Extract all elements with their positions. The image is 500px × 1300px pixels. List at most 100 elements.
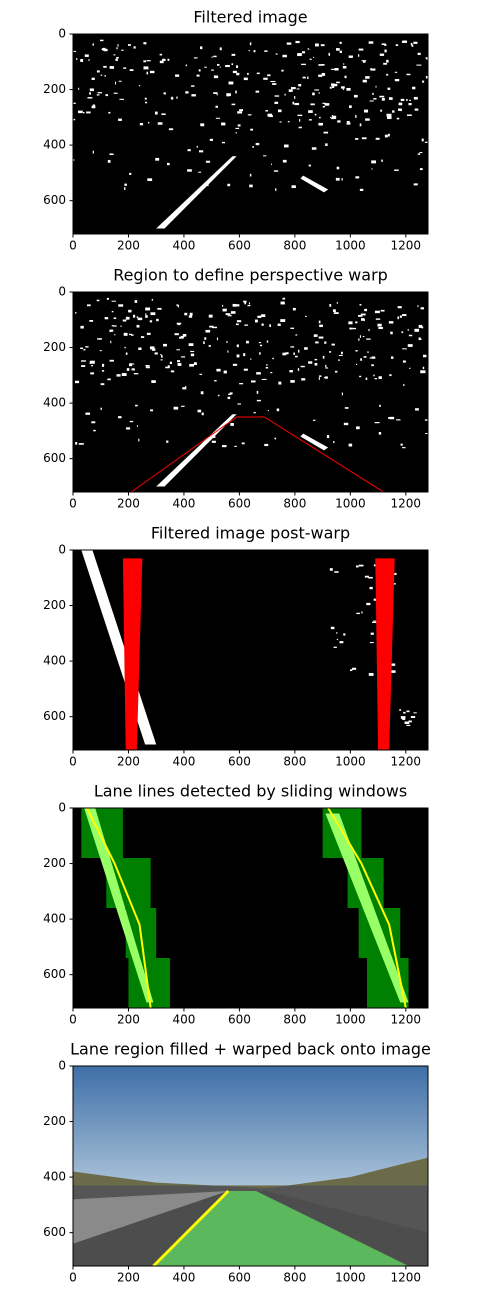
speckle <box>231 103 236 106</box>
speckle <box>359 335 361 338</box>
speckle <box>361 60 367 62</box>
speckle <box>384 43 387 46</box>
speckle <box>281 69 284 72</box>
lane-fit <box>327 807 407 1009</box>
speckle <box>239 109 244 112</box>
speckle <box>78 443 84 445</box>
speckle <box>334 68 339 71</box>
speckle <box>217 394 220 397</box>
speckle <box>96 94 100 96</box>
speckle <box>226 340 228 344</box>
speckle <box>188 343 194 347</box>
speckle <box>351 667 357 670</box>
speckle <box>399 709 402 711</box>
lane-pixels <box>325 813 409 1003</box>
lane-line <box>300 175 329 193</box>
speckle <box>140 336 145 338</box>
speckle <box>118 80 122 82</box>
speckle <box>361 611 363 614</box>
speckle <box>346 120 350 123</box>
speckle <box>165 366 170 369</box>
speckle <box>250 128 254 131</box>
speckle <box>302 76 306 79</box>
speckle <box>167 365 170 367</box>
speckle <box>359 375 362 378</box>
y-tick-label: 600 <box>43 193 66 207</box>
speckle <box>285 352 289 355</box>
x-tick-label: 400 <box>172 239 195 253</box>
speckle <box>370 68 376 71</box>
hills <box>73 1157 428 1189</box>
speckle <box>150 409 154 412</box>
speckle <box>425 57 430 60</box>
speckle <box>133 46 136 49</box>
speckle <box>374 422 380 424</box>
x-tick-label: 0 <box>69 755 77 769</box>
speckle <box>400 98 405 101</box>
speckle <box>237 403 241 405</box>
speckle <box>369 642 374 644</box>
speckle <box>248 50 250 52</box>
speckle <box>97 92 102 94</box>
speckle <box>86 111 91 114</box>
speckle <box>368 328 370 332</box>
speckle <box>73 118 76 121</box>
speckle <box>215 117 221 119</box>
speckle <box>124 187 126 190</box>
speckle <box>413 712 417 714</box>
speckle <box>256 399 261 402</box>
image-panel <box>72 291 429 493</box>
speckle <box>214 380 217 382</box>
speckle <box>176 304 179 306</box>
speckle <box>171 96 173 100</box>
speckle <box>200 391 204 395</box>
x-tick-label: 400 <box>172 1013 195 1027</box>
speckle <box>322 355 325 359</box>
speckle <box>329 568 333 571</box>
speckle <box>263 155 267 157</box>
speckle <box>344 407 349 409</box>
speckle <box>353 94 358 98</box>
axes-frame <box>72 549 429 751</box>
speckle <box>216 337 218 341</box>
speckle <box>184 312 188 316</box>
speckle <box>298 349 300 353</box>
speckle <box>263 77 268 80</box>
speckle <box>155 157 160 161</box>
speckle <box>359 123 362 127</box>
speckle <box>399 315 402 318</box>
speckle <box>270 371 273 374</box>
speckle <box>318 92 320 94</box>
speckle <box>413 41 418 44</box>
speckle <box>275 188 277 191</box>
speckle <box>402 348 407 350</box>
speckle <box>73 102 76 104</box>
speckle <box>390 663 396 666</box>
speckle <box>121 373 127 376</box>
speckle <box>308 164 311 167</box>
speckle <box>304 347 308 350</box>
speckle <box>118 118 122 122</box>
speckle <box>282 352 287 356</box>
speckle <box>232 363 238 366</box>
speckle <box>225 64 230 68</box>
speckle <box>194 57 198 59</box>
speckle <box>261 378 267 380</box>
speckle <box>213 55 217 58</box>
speckle <box>146 332 151 335</box>
speckle <box>374 310 380 314</box>
speckle <box>115 81 117 85</box>
speckle <box>324 377 327 379</box>
speckle <box>78 110 83 114</box>
speckle <box>272 83 277 85</box>
speckle <box>355 176 360 179</box>
speckle <box>149 70 155 74</box>
speckle <box>338 354 343 356</box>
speckle <box>362 60 366 63</box>
speckle <box>201 412 204 416</box>
speckle <box>227 350 229 353</box>
speckle <box>187 169 192 172</box>
speckle <box>337 120 341 123</box>
speckle <box>279 121 282 123</box>
speckle <box>170 370 175 373</box>
